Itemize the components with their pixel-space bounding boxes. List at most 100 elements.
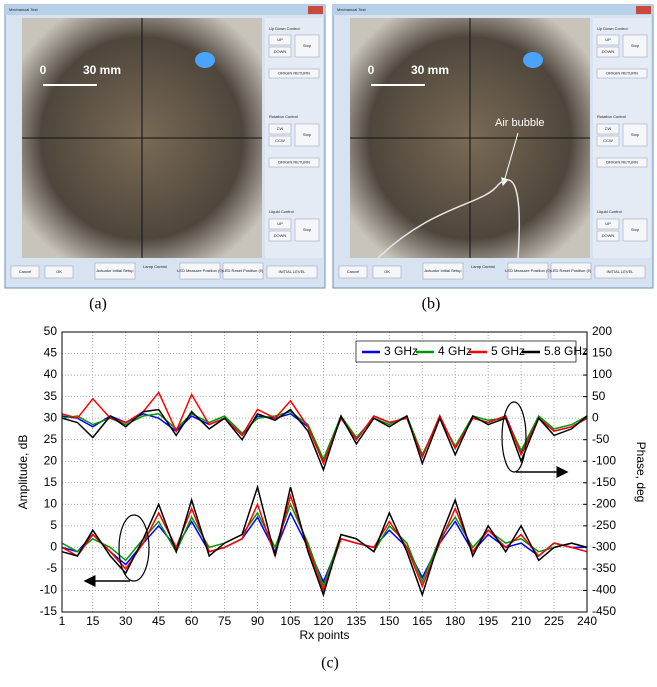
button[interactable]: [507, 262, 549, 280]
button[interactable]: [44, 265, 74, 279]
y2-tick-label: 0: [592, 410, 599, 424]
legend: [355, 340, 577, 363]
x-tick-label: 30: [119, 614, 133, 628]
button[interactable]: [622, 123, 648, 147]
button-label: DOWN: [602, 49, 615, 54]
button[interactable]: [268, 34, 292, 46]
button[interactable]: [422, 262, 464, 280]
button[interactable]: [596, 46, 620, 58]
y2-tick-label: -400: [592, 583, 616, 597]
phase-line: [61, 390, 588, 466]
button[interactable]: [268, 46, 292, 58]
button-label: CW: [277, 126, 284, 131]
y-tick-label: 40: [44, 367, 58, 381]
button[interactable]: [372, 265, 402, 279]
button-label: Stop: [631, 132, 640, 137]
annotation-arrow: [501, 132, 519, 186]
button[interactable]: [622, 218, 648, 242]
title-bar: [5, 5, 325, 15]
button-label: DOWN: [274, 233, 287, 238]
button[interactable]: [268, 135, 292, 147]
screenshot: Mechanical Test 0 30 mm Up Down Control Rota…: [4, 4, 326, 313]
button[interactable]: [596, 230, 620, 242]
button[interactable]: [294, 123, 320, 147]
button-label: DOWN: [602, 233, 615, 238]
button[interactable]: [268, 123, 292, 135]
callout: [501, 401, 527, 473]
close-button: [636, 6, 651, 14]
button[interactable]: [294, 218, 320, 242]
legend-label: 4 GHz: [438, 344, 472, 358]
button[interactable]: [596, 135, 620, 147]
y-tick-label: 5: [50, 518, 57, 532]
button[interactable]: [222, 262, 264, 280]
y2-tick-label: -150: [592, 475, 616, 489]
button-label: ORIGIN RETURN: [278, 160, 310, 165]
button-label: Stop: [303, 227, 312, 232]
x-tick-label: 240: [577, 614, 597, 628]
button[interactable]: [268, 157, 320, 168]
section-label: Up Down Control: [269, 26, 300, 31]
y2-tick-label: -450: [592, 604, 616, 618]
x-tick-label: 225: [544, 614, 564, 628]
x-tick-label: 75: [218, 614, 232, 628]
legend-label: 5 GHz: [491, 344, 525, 358]
screenshot: Mechanical Test 0 30 mm Air bubble Up Down C…: [332, 4, 654, 313]
button[interactable]: [596, 68, 648, 79]
button-label: OK: [56, 269, 62, 274]
button[interactable]: [622, 34, 648, 58]
button-label: CCW: [275, 138, 285, 143]
y-tick-label: 35: [44, 389, 58, 403]
x-tick-label: 210: [511, 614, 531, 628]
y-axis-label: Amplitude, dB: [16, 435, 30, 510]
button[interactable]: [596, 34, 620, 46]
button[interactable]: [596, 218, 620, 230]
button[interactable]: [179, 262, 221, 280]
y-tick-label: 10: [44, 496, 58, 510]
button[interactable]: [596, 123, 620, 135]
section-label: Liquid Control: [269, 209, 294, 214]
button-label: INITIAL LEVEL: [607, 269, 635, 274]
button[interactable]: [268, 218, 292, 230]
y-tick-label: 25: [44, 432, 58, 446]
bubble-trace: [377, 179, 521, 259]
section-label: Up Down Control: [597, 26, 628, 31]
section-label: Liquid Control: [597, 209, 622, 214]
button-label: Actuator Initial Setup: [425, 268, 463, 273]
y2-tick-label: -300: [592, 540, 616, 554]
section-label: Rotation Control: [597, 114, 626, 119]
button[interactable]: [266, 265, 318, 279]
scale-zero: 0: [368, 63, 375, 77]
button[interactable]: [294, 34, 320, 58]
y2-tick-label: -250: [592, 518, 616, 532]
button-label: Cancel: [347, 269, 360, 274]
button-label: UP: [605, 221, 611, 226]
section-label: Rotation Control: [269, 114, 298, 119]
button-label: Actuator Initial Setup: [97, 268, 135, 273]
button-label: LED Measure Position (0): [505, 268, 551, 273]
button[interactable]: [338, 265, 368, 279]
x-tick-label: 165: [412, 614, 432, 628]
lamp-label: Lamp Control: [143, 264, 167, 269]
button-label: UP: [277, 221, 283, 226]
y-tick-label: 15: [44, 475, 58, 489]
button[interactable]: [594, 265, 646, 279]
button[interactable]: [550, 262, 592, 280]
button[interactable]: [268, 230, 292, 242]
scale-zero: 0: [40, 63, 47, 77]
callout: [118, 514, 150, 582]
button-label: CW: [605, 126, 612, 131]
button[interactable]: [596, 157, 648, 168]
x-tick-label: 1: [59, 614, 66, 628]
y2-axis-label: Phase, deg: [634, 442, 648, 503]
button[interactable]: [10, 265, 40, 279]
button[interactable]: [94, 262, 136, 280]
button-label: ORIGIN RETURN: [278, 71, 310, 76]
button[interactable]: [268, 68, 320, 79]
y2-tick-label: 50: [592, 389, 606, 403]
y-tick-label: -15: [40, 604, 58, 618]
button-label: Stop: [631, 227, 640, 232]
close-button: [308, 6, 323, 14]
phase-line: [61, 408, 588, 473]
